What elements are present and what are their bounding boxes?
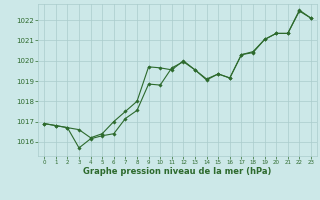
- X-axis label: Graphe pression niveau de la mer (hPa): Graphe pression niveau de la mer (hPa): [84, 167, 272, 176]
